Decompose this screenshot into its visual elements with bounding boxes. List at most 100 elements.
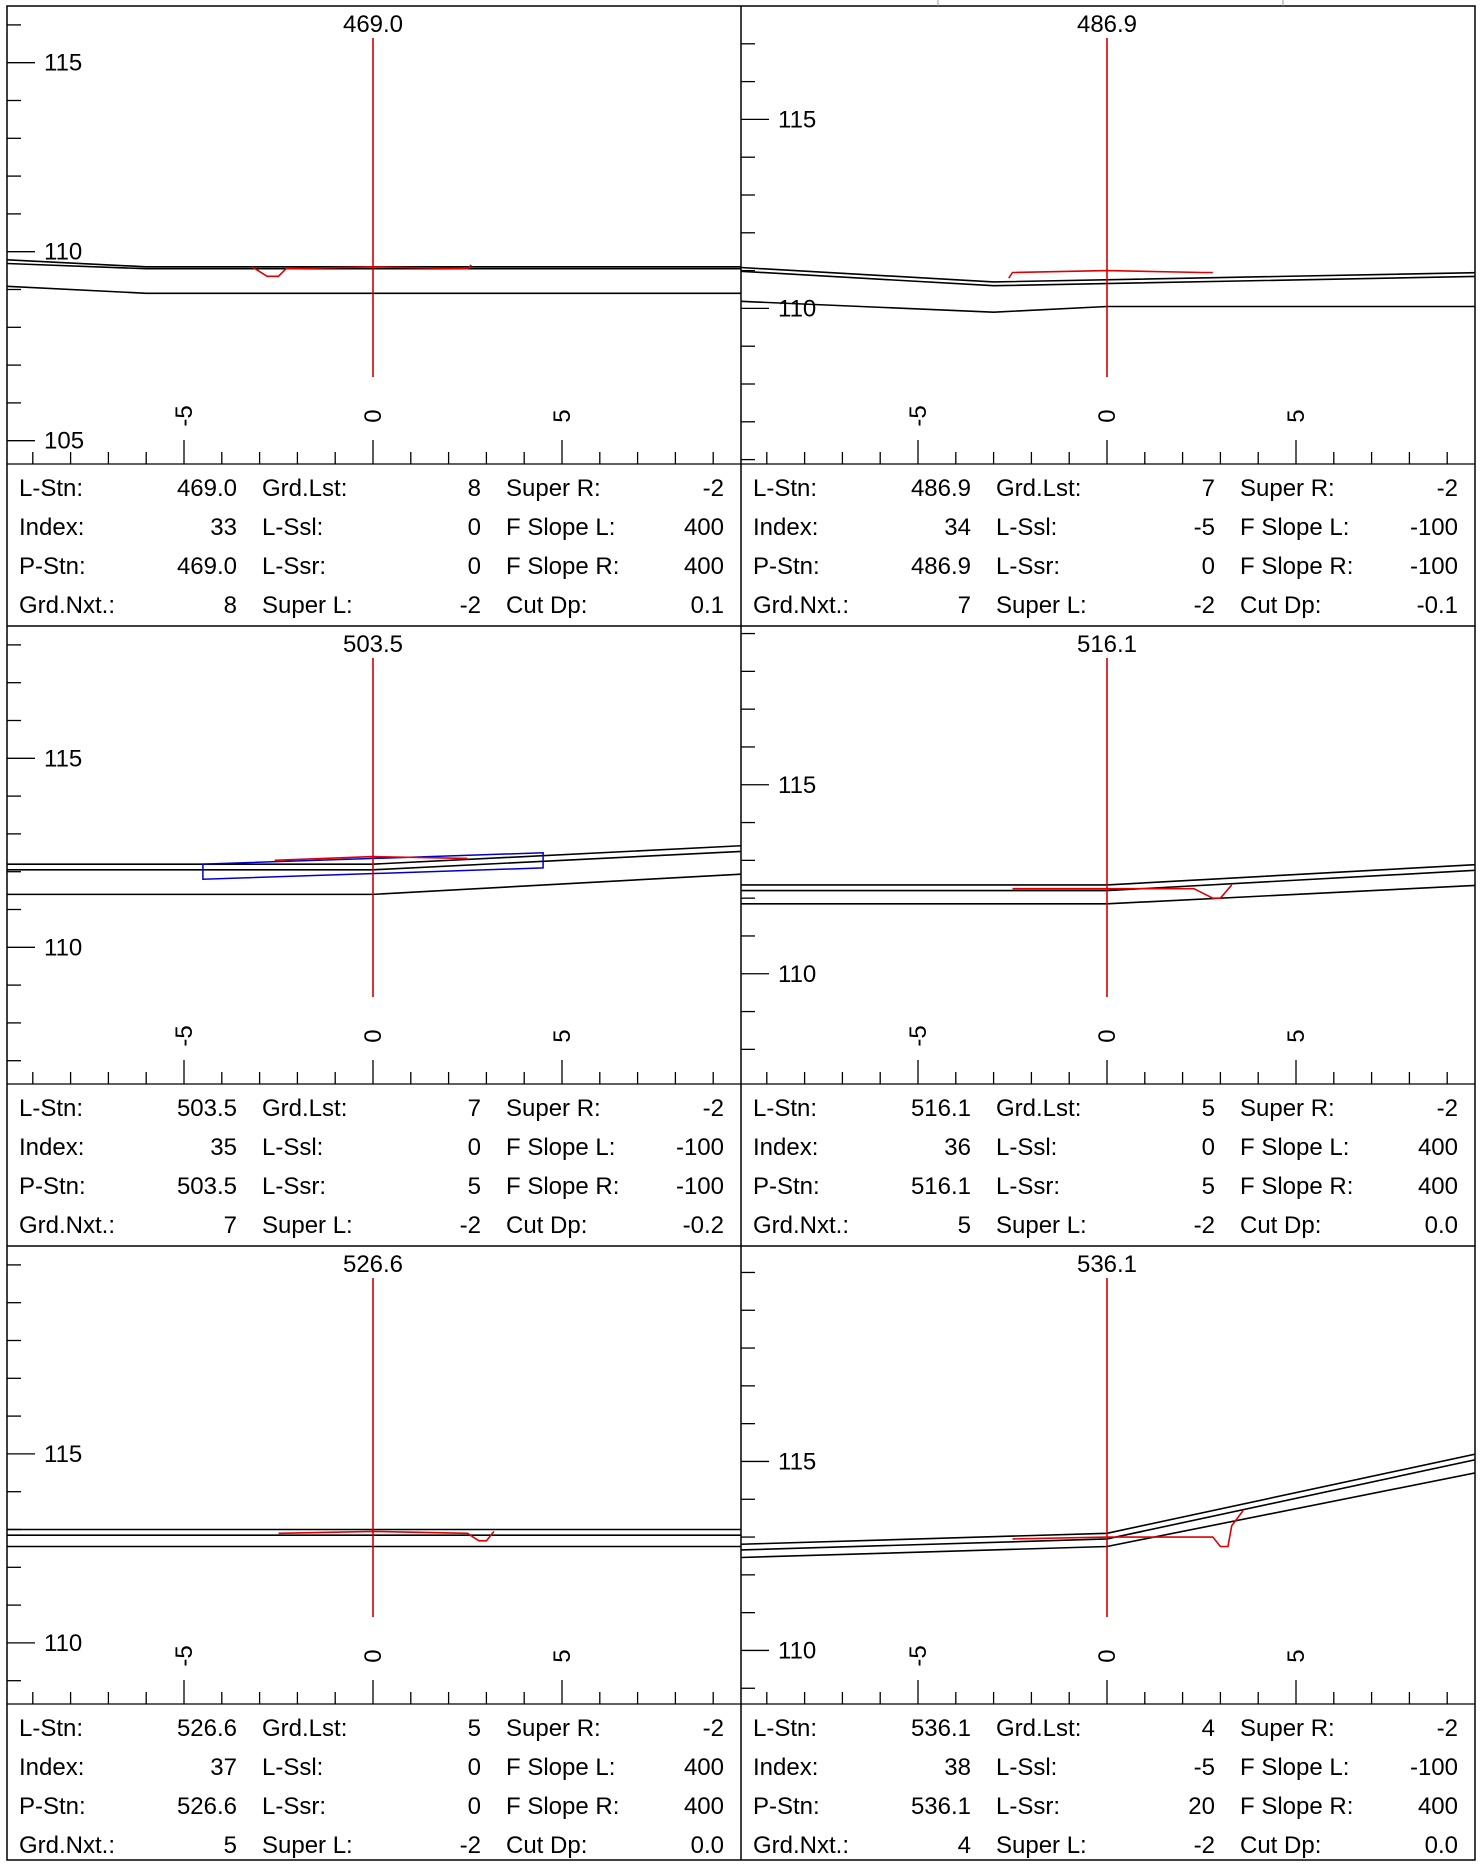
field-value-l-ssr: 0 bbox=[468, 553, 481, 580]
x-axis-tick-label: 5 bbox=[549, 1649, 576, 1662]
field-value-grd-lst: 5 bbox=[468, 1715, 481, 1742]
field-label-super-l: Super L: bbox=[996, 1212, 1087, 1239]
station-info-table: L-Stn: 503.5 Grd.Lst: 7 Super R: -2 Index: 35 L-… bbox=[19, 1095, 724, 1239]
x-axis-tick-label: -5 bbox=[905, 1645, 932, 1666]
plot-area bbox=[7, 644, 741, 1062]
field-value-l-ssr: 20 bbox=[1188, 1793, 1215, 1820]
field-value-l-stn: 486.9 bbox=[911, 475, 971, 502]
x-axis-tick-label: 5 bbox=[1283, 1649, 1310, 1662]
ground-line-1 bbox=[741, 1453, 1475, 1546]
field-value-f-slope-l: 400 bbox=[1418, 1134, 1458, 1161]
field-value-grd-nxt: 7 bbox=[224, 1212, 237, 1239]
x-axis-tick-label: 0 bbox=[1094, 1029, 1121, 1042]
y-axis-label: 115 bbox=[44, 745, 82, 772]
field-value-super-r: -2 bbox=[703, 475, 724, 502]
field-label-grd-nxt: Grd.Nxt.: bbox=[19, 592, 115, 619]
field-label-index: Index: bbox=[753, 1754, 818, 1781]
y-axis-label: 110 bbox=[44, 239, 82, 266]
field-label-cut-dp: Cut Dp: bbox=[1240, 1832, 1321, 1859]
station-info-table: L-Stn: 536.1 Grd.Lst: 4 Super R: -2 Index: 38 L-… bbox=[753, 1715, 1458, 1859]
ground-line-1 bbox=[741, 863, 1475, 886]
field-label-p-stn: P-Stn: bbox=[19, 553, 86, 580]
field-label-l-ssl: L-Ssl: bbox=[262, 1754, 323, 1781]
field-value-grd-nxt: 7 bbox=[958, 592, 971, 619]
field-label-l-stn: L-Stn: bbox=[753, 475, 817, 502]
field-label-super-l: Super L: bbox=[262, 1832, 353, 1859]
plot-area bbox=[741, 1271, 1475, 1689]
field-label-l-stn: L-Stn: bbox=[19, 475, 83, 502]
field-label-f-slope-l: F Slope L: bbox=[506, 1754, 615, 1781]
ground-line-2 bbox=[7, 850, 741, 871]
field-label-f-slope-r: F Slope R: bbox=[506, 553, 619, 580]
x-axis-tick-label: 5 bbox=[549, 1029, 576, 1042]
field-label-grd-lst: Grd.Lst: bbox=[262, 1715, 347, 1742]
field-label-l-ssr: L-Ssr: bbox=[262, 1173, 326, 1200]
station-title: 469.0 bbox=[343, 11, 403, 38]
x-axis-tick-label: -5 bbox=[171, 405, 198, 426]
field-label-super-l: Super L: bbox=[262, 1212, 353, 1239]
field-value-super-l: -2 bbox=[1194, 1832, 1215, 1859]
station-info-table: L-Stn: 516.1 Grd.Lst: 5 Super R: -2 Index: 36 L-… bbox=[753, 1095, 1458, 1239]
field-label-super-r: Super R: bbox=[1240, 1715, 1335, 1742]
field-label-cut-dp: Cut Dp: bbox=[1240, 592, 1321, 619]
field-value-super-l: -2 bbox=[460, 1832, 481, 1859]
field-value-cut-dp: 0.1 bbox=[691, 592, 724, 619]
field-value-super-l: -2 bbox=[460, 592, 481, 619]
field-value-l-ssr: 0 bbox=[1202, 553, 1215, 580]
design-profile bbox=[1012, 1510, 1244, 1548]
field-value-p-stn: 503.5 bbox=[177, 1173, 237, 1200]
field-value-l-stn: 526.6 bbox=[177, 1715, 237, 1742]
x-axis-tick-label: 5 bbox=[549, 409, 576, 422]
ground-line-3 bbox=[741, 300, 1475, 313]
field-value-l-ssl: 0 bbox=[468, 1134, 481, 1161]
field-value-grd-nxt: 5 bbox=[958, 1212, 971, 1239]
field-label-f-slope-l: F Slope L: bbox=[506, 514, 615, 541]
ground-line-2 bbox=[741, 869, 1475, 892]
y-axis-label: 110 bbox=[778, 961, 816, 988]
ground-line-1 bbox=[7, 844, 741, 865]
field-value-index: 36 bbox=[944, 1134, 971, 1161]
y-axis-label: 110 bbox=[778, 1637, 816, 1664]
field-label-super-l: Super L: bbox=[262, 592, 353, 619]
y-axis-label: 115 bbox=[44, 1441, 82, 1468]
field-value-grd-lst: 7 bbox=[1202, 475, 1215, 502]
field-label-grd-nxt: Grd.Nxt.: bbox=[753, 1832, 849, 1859]
station-info-table: L-Stn: 486.9 Grd.Lst: 7 Super R: -2 Index: 34 L-… bbox=[753, 475, 1458, 619]
field-label-cut-dp: Cut Dp: bbox=[506, 1212, 587, 1239]
x-axis-tick-label: -5 bbox=[905, 1025, 932, 1046]
ground-line-3 bbox=[7, 873, 741, 896]
design-profile bbox=[251, 264, 472, 278]
field-value-l-ssr: 5 bbox=[1202, 1173, 1215, 1200]
ground-line-3 bbox=[741, 1472, 1475, 1559]
field-label-l-ssr: L-Ssr: bbox=[262, 1793, 326, 1820]
station-info-table: L-Stn: 526.6 Grd.Lst: 5 Super R: -2 Index: 37 L-… bbox=[19, 1715, 724, 1859]
field-label-grd-nxt: Grd.Nxt.: bbox=[19, 1212, 115, 1239]
field-label-l-ssr: L-Ssr: bbox=[262, 553, 326, 580]
template-box bbox=[202, 852, 544, 881]
ground-line-3 bbox=[7, 285, 741, 295]
field-value-grd-nxt: 5 bbox=[224, 1832, 237, 1859]
field-label-index: Index: bbox=[753, 1134, 818, 1161]
design-profile bbox=[1008, 269, 1213, 279]
field-value-l-ssl: -5 bbox=[1194, 1754, 1215, 1781]
field-label-f-slope-l: F Slope L: bbox=[1240, 1134, 1349, 1161]
field-value-grd-lst: 7 bbox=[468, 1095, 481, 1122]
section-panel-536.1: 115 110 -5 0 5 536.1 L-Stn: 536.1 Grd.Lst: 4 Super… bbox=[741, 1251, 1475, 1859]
x-axis-tick-label: -5 bbox=[171, 1025, 198, 1046]
field-value-super-r: -2 bbox=[1437, 475, 1458, 502]
field-label-l-ssr: L-Ssr: bbox=[996, 1793, 1060, 1820]
ground-line-2 bbox=[7, 262, 741, 270]
field-value-f-slope-l: -100 bbox=[1410, 1754, 1458, 1781]
field-value-cut-dp: -0.1 bbox=[1417, 592, 1458, 619]
field-label-l-stn: L-Stn: bbox=[753, 1095, 817, 1122]
field-label-f-slope-r: F Slope R: bbox=[506, 1793, 619, 1820]
field-label-cut-dp: Cut Dp: bbox=[1240, 1212, 1321, 1239]
field-label-grd-nxt: Grd.Nxt.: bbox=[19, 1832, 115, 1859]
field-label-index: Index: bbox=[19, 1754, 84, 1781]
field-label-index: Index: bbox=[19, 514, 84, 541]
field-label-grd-lst: Grd.Lst: bbox=[262, 1095, 347, 1122]
y-axis-label: 115 bbox=[778, 106, 816, 133]
field-value-l-ssr: 5 bbox=[468, 1173, 481, 1200]
field-value-f-slope-r: -100 bbox=[676, 1173, 724, 1200]
field-value-p-stn: 536.1 bbox=[911, 1793, 971, 1820]
